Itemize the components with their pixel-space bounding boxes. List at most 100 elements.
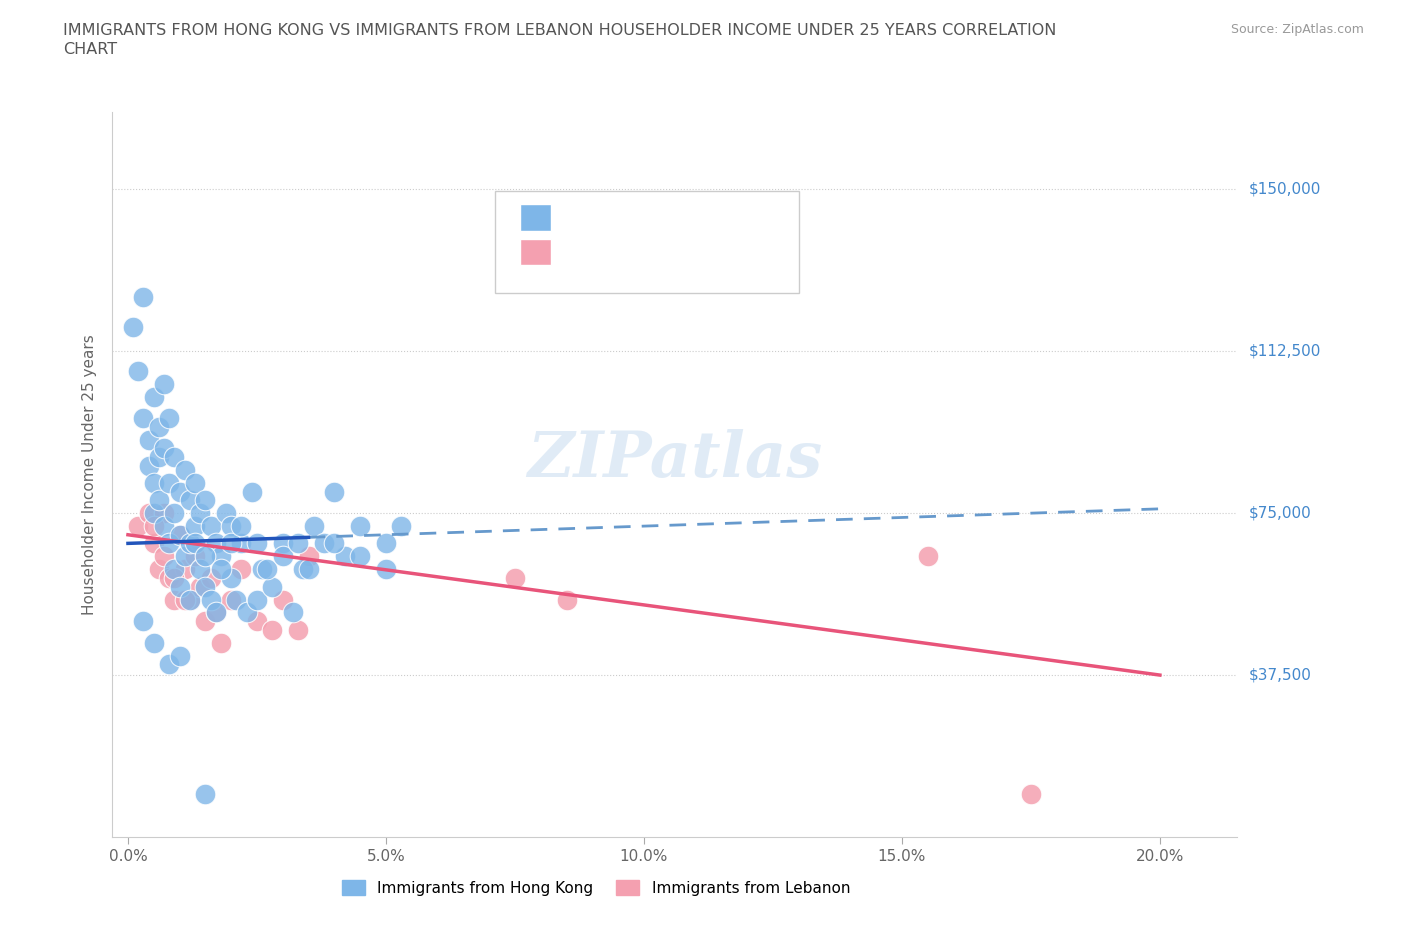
Point — [188, 579, 211, 594]
Point — [271, 549, 294, 564]
Point — [132, 411, 155, 426]
Point — [333, 549, 356, 564]
Point — [188, 506, 211, 521]
Point — [142, 389, 165, 404]
Point — [200, 519, 222, 534]
Point — [142, 475, 165, 490]
Point — [132, 614, 155, 629]
Point — [246, 536, 269, 551]
Point — [132, 290, 155, 305]
Point — [219, 536, 242, 551]
Point — [231, 536, 253, 551]
Point — [250, 562, 273, 577]
Point — [157, 475, 180, 490]
Point — [271, 592, 294, 607]
Point — [246, 592, 269, 607]
Point — [204, 536, 226, 551]
Point — [297, 562, 319, 577]
Point — [153, 441, 176, 456]
Point — [173, 562, 195, 577]
Point — [209, 549, 232, 564]
Point — [917, 549, 939, 564]
Point — [169, 648, 191, 663]
Point — [148, 493, 170, 508]
Point — [127, 519, 149, 534]
Text: 0.017: 0.017 — [603, 209, 657, 224]
Text: $112,500: $112,500 — [1249, 344, 1320, 359]
Point — [219, 519, 242, 534]
Point — [153, 549, 176, 564]
Point — [163, 592, 186, 607]
Point — [391, 519, 413, 534]
Point — [204, 605, 226, 620]
Point — [271, 536, 294, 551]
Point — [281, 605, 304, 620]
Point — [194, 614, 217, 629]
Point — [262, 622, 284, 637]
Point — [163, 449, 186, 464]
Text: $37,500: $37,500 — [1249, 668, 1312, 683]
Point — [157, 657, 180, 671]
Point — [163, 506, 186, 521]
Point — [246, 614, 269, 629]
Point — [194, 787, 217, 802]
Point — [163, 570, 186, 585]
Point — [194, 493, 217, 508]
Point — [179, 592, 201, 607]
Point — [148, 449, 170, 464]
Point — [153, 377, 176, 392]
Point — [215, 506, 238, 521]
Text: $150,000: $150,000 — [1249, 182, 1320, 197]
Point — [169, 579, 191, 594]
Point — [194, 579, 217, 594]
Text: R =: R = — [560, 209, 588, 224]
Point — [312, 536, 335, 551]
Point — [184, 475, 207, 490]
Point — [374, 562, 396, 577]
Point — [262, 579, 284, 594]
Point — [148, 562, 170, 577]
Point — [169, 527, 191, 542]
Point — [200, 592, 222, 607]
Point — [231, 562, 253, 577]
Point — [138, 506, 160, 521]
Point — [148, 419, 170, 434]
Point — [188, 562, 211, 577]
Text: ZIPatlas: ZIPatlas — [527, 429, 823, 490]
Point — [122, 320, 145, 335]
Text: CHART: CHART — [63, 42, 117, 57]
Point — [323, 485, 346, 499]
Point — [204, 605, 226, 620]
Point — [349, 519, 371, 534]
Point — [138, 432, 160, 447]
Point — [179, 592, 201, 607]
Point — [292, 562, 315, 577]
Point — [142, 536, 165, 551]
Text: N = 78: N = 78 — [666, 209, 720, 224]
Point — [235, 605, 257, 620]
Point — [225, 592, 247, 607]
Point — [173, 462, 195, 477]
Point — [231, 519, 253, 534]
Point — [153, 519, 176, 534]
Point — [219, 592, 242, 607]
Text: $75,000: $75,000 — [1249, 506, 1312, 521]
Point — [219, 570, 242, 585]
Y-axis label: Householder Income Under 25 years: Householder Income Under 25 years — [82, 334, 97, 615]
Point — [142, 519, 165, 534]
Point — [297, 549, 319, 564]
Point — [184, 536, 207, 551]
Point — [127, 364, 149, 379]
Point — [138, 458, 160, 473]
Point — [179, 493, 201, 508]
Point — [157, 411, 180, 426]
Point — [503, 570, 526, 585]
Point — [209, 562, 232, 577]
Point — [287, 536, 309, 551]
Legend: Immigrants from Hong Kong, Immigrants from Lebanon: Immigrants from Hong Kong, Immigrants fr… — [336, 873, 856, 902]
Point — [184, 519, 207, 534]
Point — [153, 506, 176, 521]
Point — [240, 485, 263, 499]
Point — [323, 536, 346, 551]
Point — [173, 592, 195, 607]
